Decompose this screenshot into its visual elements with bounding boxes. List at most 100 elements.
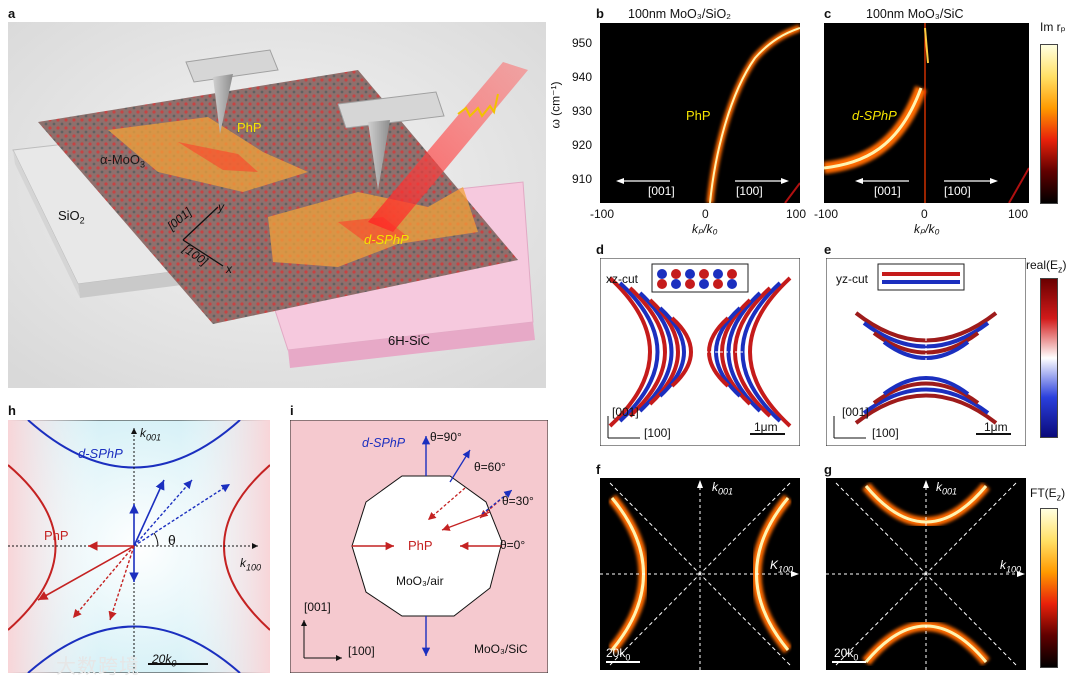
panel-b-ytick-930: 930 [572, 104, 593, 118]
panel-b-mode: PhP [686, 108, 711, 123]
panel-i-php: PhP [408, 538, 433, 553]
h-scale-sub: 0 [171, 658, 177, 669]
panel-b-ytick-950: 950 [572, 36, 593, 50]
panel-c-xlabel: kₚ/k₀ [914, 222, 940, 236]
h-kh-text: k [240, 556, 246, 570]
panel-i-moo3sic: MoO₃/SiC [474, 642, 528, 656]
panel-c-xtick-neg100: -100 [814, 207, 839, 221]
moo3-text: α-MoO [100, 152, 141, 167]
panel-b-ylabel: ω (cm⁻¹) [548, 81, 563, 129]
colorbar-g-label: FT(Ez) [1030, 486, 1065, 502]
panel-b-dir-right: [100] [736, 184, 763, 198]
panel-b-xtick-100: 100 [786, 207, 807, 221]
colorbar-c [1040, 44, 1058, 204]
panel-label-g: g [824, 462, 832, 477]
f-kv-sub: 001 [718, 486, 734, 497]
f-kh-sub: 100 [778, 564, 794, 575]
panel-h-scale: 20k0 [152, 652, 176, 668]
panel-b-ytick-940: 940 [572, 70, 593, 84]
cbar-e-end: ) [1062, 258, 1067, 272]
panel-c-plot [824, 23, 1029, 203]
label-dsphp-a: d-SPhP [364, 232, 409, 247]
panel-e-cut: yz-cut [836, 272, 869, 286]
label-axis-y-a: y [218, 200, 224, 214]
panel-h-kv: k001 [140, 426, 161, 442]
cbar-g-end: ) [1061, 486, 1066, 500]
panel-h-diagram [8, 420, 270, 673]
g-kh-text: k [1000, 558, 1006, 572]
panel-c-mode: d-SPhP [852, 108, 897, 123]
f-kv-text: k [712, 480, 718, 494]
colorbar-e [1040, 278, 1058, 438]
panel-label-f: f [596, 462, 601, 477]
h-kh-sub: 100 [246, 562, 262, 573]
sio2-text: SiO [58, 208, 80, 223]
panel-label-i: i [290, 403, 294, 418]
panel-b-ytick-920: 920 [572, 138, 593, 152]
label-moo3-a: α-MoO3 [100, 152, 145, 170]
panel-label-a: a [8, 6, 16, 21]
panel-g-scale: 20k0 [834, 646, 858, 662]
panel-label-e: e [824, 242, 832, 257]
f-scale-sub: 0 [625, 652, 631, 663]
g-kv-sub: 001 [942, 486, 958, 497]
colorbar-c-label: Im rₚ [1040, 20, 1066, 34]
panel-i-moo3air: MoO₃/air [396, 574, 444, 588]
panel-h-theta: θ [168, 532, 176, 548]
panel-g-kv: k001 [936, 480, 957, 496]
panel-i-th0: θ=0° [500, 538, 526, 552]
cbar-e-sub: z [1058, 264, 1063, 275]
panel-b-xtick-0: 0 [702, 207, 709, 221]
h-kv-sub: 001 [146, 432, 162, 443]
panel-i-th90: θ=90° [430, 430, 462, 444]
panel-c-dir-right: [100] [944, 184, 971, 198]
panel-c-dir-left: [001] [874, 184, 901, 198]
panel-f-scale: 20k0 [606, 646, 630, 662]
panel-i-diagram [290, 420, 548, 673]
panel-e-ax2: [100] [872, 426, 899, 440]
panel-label-b: b [596, 6, 604, 21]
panel-b-title: 100nm MoO₃/SiO₂ [628, 7, 732, 21]
panel-f-kh: K100 [770, 558, 793, 574]
panel-b-xlabel: kₚ/k₀ [692, 222, 718, 236]
g-scale-sub: 0 [853, 652, 859, 663]
label-sio2-a: SiO2 [58, 208, 85, 226]
panel-b-dir-left: [001] [648, 184, 675, 198]
panel-d-scale: 1μm [754, 420, 778, 434]
h-kv-text: k [140, 426, 146, 440]
panel-e-scale: 1μm [984, 420, 1008, 434]
panel-label-c: c [824, 6, 832, 21]
panel-d-cut: xz-cut [606, 272, 639, 286]
g-kv-text: k [936, 480, 942, 494]
panel-h-dsphp: d-SPhP [78, 446, 123, 461]
cbar-g-text: FT(E [1030, 486, 1057, 500]
panel-a-illustration [8, 22, 546, 388]
panel-g-ft [826, 478, 1026, 670]
f-scale-text: 20k [606, 646, 626, 660]
panel-i-th60: θ=60° [474, 460, 506, 474]
panel-d-ax2: [100] [644, 426, 671, 440]
panel-c-xtick-0: 0 [921, 207, 928, 221]
panel-i-ax2: [100] [348, 644, 375, 658]
panel-b-xtick-neg100: -100 [590, 207, 615, 221]
cbar-g-sub: z [1056, 492, 1062, 503]
panel-f-ft [600, 478, 800, 670]
panel-c-xtick-100: 100 [1008, 207, 1029, 221]
label-sic-a: 6H-SiC [388, 333, 430, 348]
panel-h-kh: k100 [240, 556, 261, 572]
panel-i-ax1: [001] [304, 600, 331, 614]
label-php-a: PhP [237, 120, 262, 135]
panel-b-ytick-910: 910 [572, 172, 593, 186]
panel-f-kv: k001 [712, 480, 733, 496]
moo3-sub: 3 [140, 159, 146, 170]
colorbar-e-label: real(Ez) [1026, 258, 1067, 274]
label-axis-x-a: x [226, 262, 232, 276]
watermark: 大数跨境 [56, 656, 140, 678]
panel-c-title: 100nm MoO₃/SiC [866, 7, 964, 21]
panel-i-th30: θ=30° [502, 494, 534, 508]
g-scale-text: 20k [834, 646, 854, 660]
cbar-e-text: real(E [1026, 258, 1059, 272]
panel-h-php: PhP [44, 528, 69, 543]
panel-label-d: d [596, 242, 604, 257]
panel-i-dsphp: d-SPhP [362, 436, 406, 450]
